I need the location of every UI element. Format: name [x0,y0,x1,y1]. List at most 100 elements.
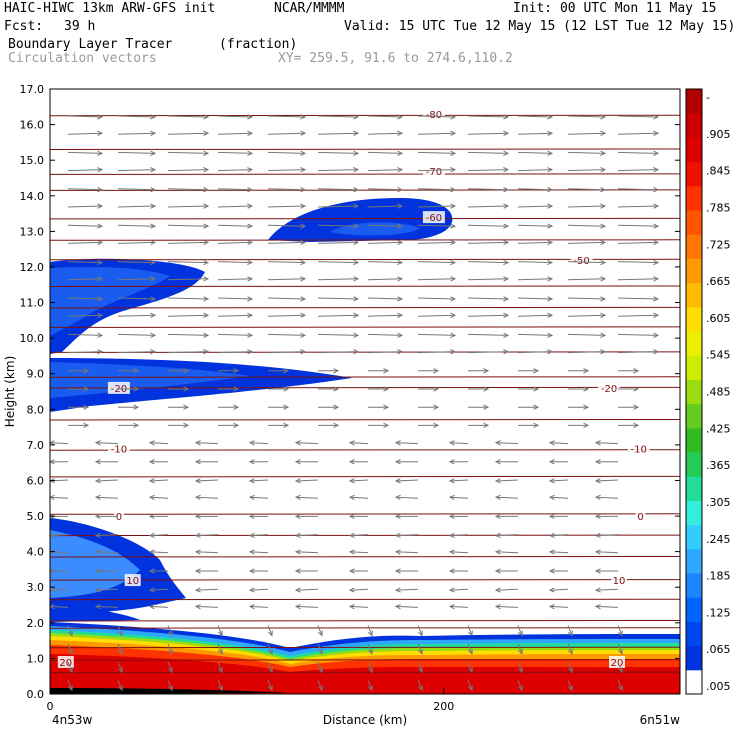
circulation-vector-head [397,150,404,156]
circulation-vector [67,333,103,336]
circulation-vector-head [594,459,601,465]
circulation-vector-head [94,459,101,465]
circulation-vector-head [494,494,501,501]
valid-time: Valid: 15 UTC Tue 12 May 15 (12 LST Tue … [344,19,736,34]
circulation-vector-head [397,349,404,355]
circulation-vector [549,588,569,591]
isotherm-label: -80 [426,110,442,121]
circulation-vector [249,605,269,608]
circulation-vector [417,132,456,135]
circulation-vector-head [547,312,554,318]
circulation-vector [317,278,359,281]
colorbar-label: .905 [706,128,731,141]
circulation-vector [167,205,209,208]
colorbar-label: .425 [706,422,731,435]
circulation-vector [267,351,306,354]
circulation-vector-head [194,440,201,446]
circulation-vector [295,551,319,554]
circulation-vector-head [353,187,360,193]
circulation-vector-head [194,587,201,593]
circulation-vector-head [633,404,640,410]
circulation-vector [167,351,209,354]
y-axis-title: Height (km) [3,356,17,427]
circulation-vector-head [348,532,355,538]
circulation-vector-head [397,130,404,136]
circulation-vector-head [247,276,254,282]
isotherm-label-bg [627,442,650,455]
circulation-vector-head [150,332,157,338]
colorbar-label: .065 [706,643,731,656]
y-tick-label: 13.0 [20,225,45,238]
circulation-vector [217,151,253,154]
circulation-vector [567,661,573,673]
circulation-vector [67,680,73,691]
circulation-vector [149,534,169,537]
isotherm-line-1 [49,114,681,117]
circulation-vector [49,442,69,445]
circulation-vector-head [217,685,223,692]
circulation-vector-head [547,239,554,246]
circulation-vector [349,534,369,537]
circulation-vector-head [533,368,540,374]
circulation-vector-head [194,549,201,555]
circulation-vector [467,169,509,172]
circulation-vector [467,643,473,654]
circulation-vector-head [448,549,455,555]
circulation-vector [449,605,469,608]
circulation-vector-head [600,223,607,229]
colorbar-swatch [686,645,702,671]
isotherm-line-19 [49,556,681,558]
circulation-vector-head [97,296,104,302]
circulation-vector-head [353,203,360,209]
circulation-vector [595,551,619,554]
circulation-vector [149,496,169,499]
circulation-vector [295,605,319,608]
circulation-vector [295,496,319,499]
isotherm-label: 20 [611,658,624,669]
circulation-vector-head [503,312,510,318]
circulation-vector-head [548,459,555,465]
circulation-vector [217,169,253,172]
x-tick-label: 200 [433,700,454,713]
circulation-vector [117,351,156,354]
circulation-vector-head [397,332,404,338]
circulation-vector-head [267,648,273,655]
circulation-vector [267,151,306,154]
circulation-vector [149,605,169,608]
circulation-vector [167,169,209,172]
circulation-vector-head [97,203,104,209]
circulation-vector-head [300,150,307,156]
terrain-surface [50,688,290,694]
circulation-vector-head [150,239,157,246]
circulation-vector-head [300,259,307,266]
circulation-vector [617,351,659,354]
circulation-vector [67,643,73,654]
circulation-vector-head [353,223,360,229]
circulation-vector-head [283,368,290,374]
circulation-vector-head [394,440,401,446]
circulation-vector-head [300,223,307,229]
circulation-vector-head [97,239,104,246]
circulation-vector-head [397,114,404,120]
circulation-vector-head [248,440,255,446]
circulation-vector-head [294,440,301,446]
circulation-vector [67,115,103,118]
circulation-vector [517,314,553,317]
circulation-vector [67,314,103,317]
circulation-vector-head [247,130,254,136]
circulation-vector [467,351,509,354]
circulation-vector-head [117,630,123,637]
circulation-vector-head [67,648,73,655]
colorbar-swatch [686,379,702,405]
circulation-vector [517,625,523,636]
circulation-vector [167,333,209,336]
circulation-vector-head [353,332,360,338]
isotherm-line-4 [49,189,681,192]
circulation-vector-head [203,296,210,302]
circulation-vector-head [547,150,554,156]
circulation-vector [117,188,156,191]
circulation-vector-head [448,604,455,610]
circulation-vector-head [383,404,390,410]
circulation-vector-head [417,685,423,692]
isotherm-label-bg [570,253,593,266]
